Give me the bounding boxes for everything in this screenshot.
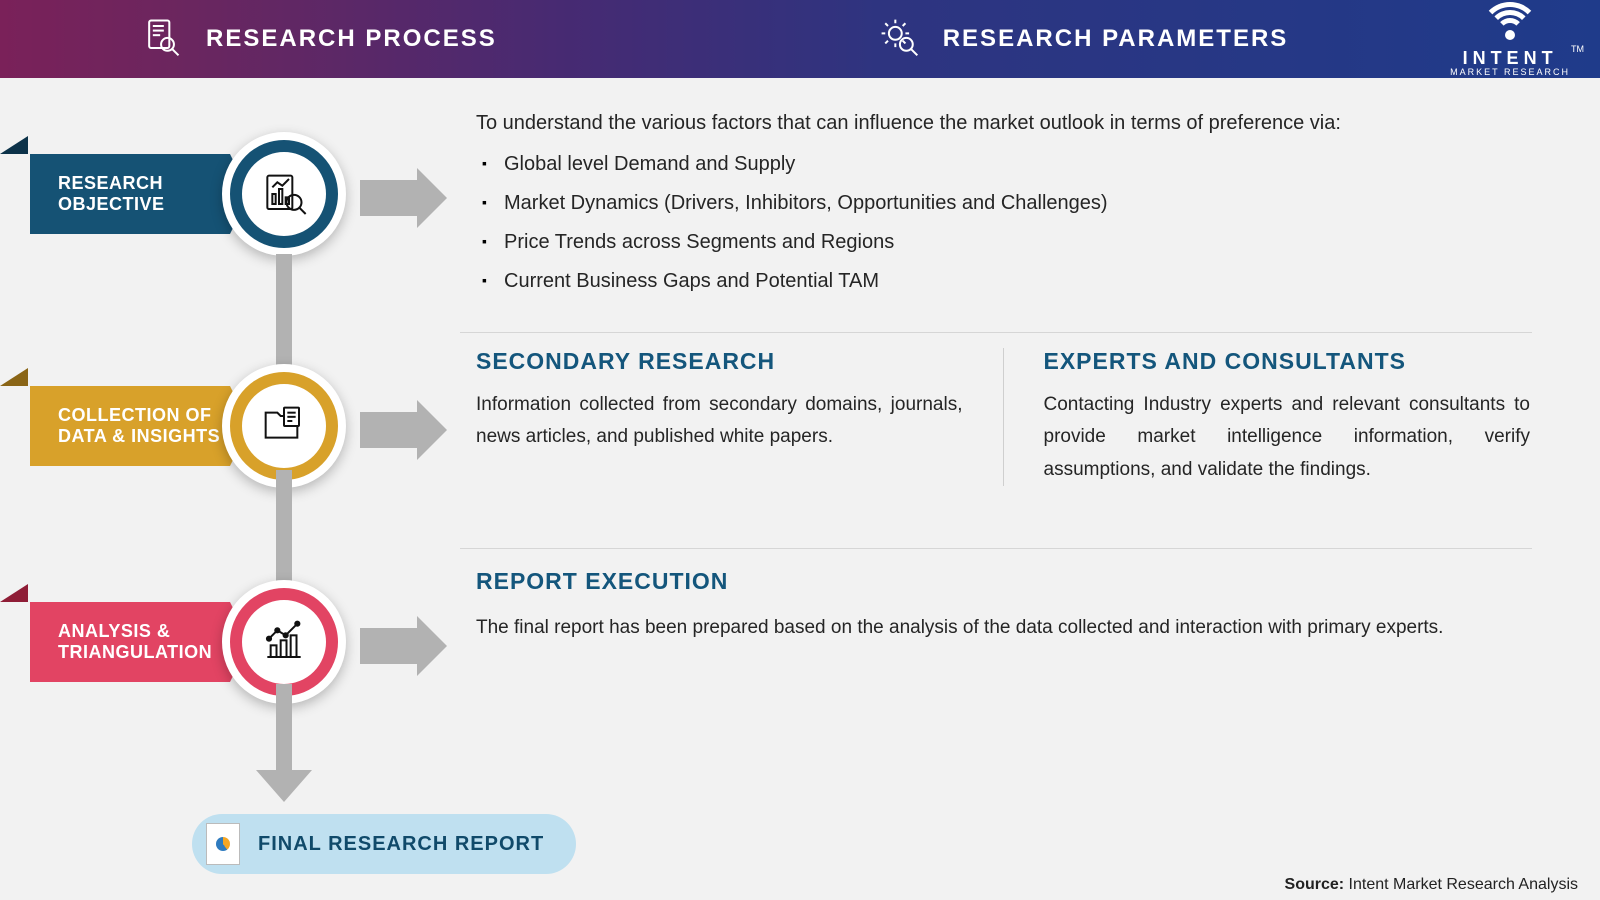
two-column-content: SECONDARY RESEARCH Information collected… xyxy=(476,348,1530,486)
arrow-down-icon xyxy=(256,770,312,802)
bullet-item: Current Business Gaps and Potential TAM xyxy=(504,266,1530,297)
source-attribution: Source: Intent Market Research Analysis xyxy=(1285,876,1578,894)
ribbon-text: ANALYSIS & TRIANGULATION xyxy=(58,621,230,663)
objective-intro: To understand the various factors that c… xyxy=(476,108,1530,139)
content-area: RESEARCH OBJECTIVE To understand the var… xyxy=(0,78,1600,900)
arrow-right-icon xyxy=(360,168,447,228)
step-analysis-triangulation: ANALYSIS & TRIANGULATION REPORT EXECUTIO… xyxy=(0,556,1600,756)
bullet-item: Global level Demand and Supply xyxy=(504,149,1530,180)
ribbon-text: COLLECTION OF DATA & INSIGHTS xyxy=(58,405,230,447)
col-body: Contacting Industry experts and relevant… xyxy=(1044,389,1531,486)
execution-text: REPORT EXECUTION The final report has be… xyxy=(476,564,1530,644)
source-text: Intent Market Research Analysis xyxy=(1344,876,1578,893)
header-left: RESEARCH PROCESS xyxy=(140,15,497,64)
final-report-pill: FINAL RESEARCH REPORT xyxy=(192,814,576,874)
ribbon-text: RESEARCH OBJECTIVE xyxy=(58,173,230,215)
arrow-right-icon xyxy=(360,616,447,676)
arrow-right-icon xyxy=(360,400,447,460)
logo-tm: TM xyxy=(1571,44,1584,54)
connector-line xyxy=(276,684,292,774)
experts-consultants-col: EXPERTS AND CONSULTANTS Contacting Indus… xyxy=(1003,348,1531,486)
header-bar: RESEARCH PROCESS RESEARCH PARAMETERS INT… xyxy=(0,0,1600,78)
header-right: RESEARCH PARAMETERS xyxy=(877,15,1289,64)
document-search-icon xyxy=(140,15,184,64)
chart-growth-icon xyxy=(246,604,322,680)
objective-text: To understand the various factors that c… xyxy=(476,108,1530,305)
header-right-title: RESEARCH PARAMETERS xyxy=(943,25,1289,53)
secondary-research-col: SECONDARY RESEARCH Information collected… xyxy=(476,348,1003,486)
bullet-item: Market Dynamics (Drivers, Inhibitors, Op… xyxy=(504,188,1530,219)
folder-file-icon xyxy=(246,388,322,464)
divider xyxy=(460,332,1532,333)
section-heading: REPORT EXECUTION xyxy=(476,564,1530,600)
header-left-title: RESEARCH PROCESS xyxy=(206,25,497,53)
ribbon-label: COLLECTION OF DATA & INSIGHTS xyxy=(0,386,230,466)
bullet-item: Price Trends across Segments and Regions xyxy=(504,227,1530,258)
brand-logo: INTENT MARKET RESEARCH TM xyxy=(1450,8,1570,77)
logo-sub: MARKET RESEARCH xyxy=(1450,67,1570,77)
divider xyxy=(460,548,1532,549)
step-circle xyxy=(222,132,346,256)
document-chart-icon xyxy=(206,823,240,865)
source-prefix: Source: xyxy=(1285,876,1345,893)
section-body: The final report has been prepared based… xyxy=(476,612,1530,644)
report-search-icon xyxy=(246,156,322,232)
step-research-objective: RESEARCH OBJECTIVE To understand the var… xyxy=(0,108,1600,328)
objective-bullets: Global level Demand and Supply Market Dy… xyxy=(476,149,1530,297)
gear-search-icon xyxy=(877,15,921,64)
ribbon-label: RESEARCH OBJECTIVE xyxy=(0,154,230,234)
col-title: EXPERTS AND CONSULTANTS xyxy=(1044,348,1531,375)
ribbon-label: ANALYSIS & TRIANGULATION xyxy=(0,602,230,682)
final-report-label: FINAL RESEARCH REPORT xyxy=(258,833,544,856)
col-body: Information collected from secondary dom… xyxy=(476,389,963,454)
step-data-collection: COLLECTION OF DATA & INSIGHTS SECONDARY … xyxy=(0,340,1600,550)
col-title: SECONDARY RESEARCH xyxy=(476,348,963,375)
